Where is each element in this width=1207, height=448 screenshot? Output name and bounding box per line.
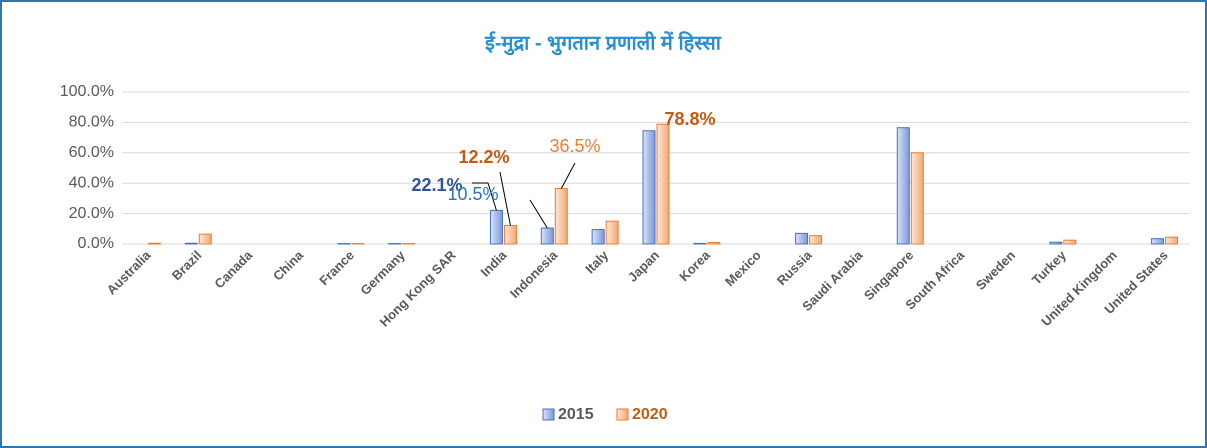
- legend-swatch: [542, 408, 555, 421]
- bar: [489, 209, 503, 245]
- leader-line: [472, 182, 497, 211]
- bar: [656, 123, 670, 245]
- bar: [910, 152, 924, 245]
- bar: [795, 232, 809, 245]
- bar: [707, 241, 721, 245]
- legend-swatch: [616, 408, 629, 421]
- data-label: 12.2%: [458, 147, 509, 167]
- y-tick-label: 40.0%: [69, 174, 114, 191]
- data-label: 36.5%: [549, 136, 600, 156]
- bar: [1151, 238, 1165, 245]
- bar: [1165, 236, 1179, 245]
- leader-line: [529, 199, 548, 229]
- leader-line: [560, 162, 576, 189]
- bar: [147, 242, 161, 245]
- y-tick-label: 100.0%: [60, 83, 114, 100]
- y-tick-label: 0.0%: [78, 235, 114, 252]
- bar: [693, 242, 707, 245]
- data-label: 10.5%: [447, 184, 498, 204]
- y-tick-label: 60.0%: [69, 144, 114, 161]
- bar: [184, 242, 198, 245]
- bar: [642, 130, 656, 245]
- bar: [809, 235, 823, 245]
- bar: [503, 224, 517, 245]
- bar: [554, 188, 568, 245]
- bar: [198, 233, 212, 245]
- data-label: 22.1%: [411, 175, 462, 195]
- chart-title: ई-मुद्रा - भुगतान प्रणाली में हिस्सा: [484, 30, 722, 55]
- bar: [1049, 241, 1063, 245]
- bar: [1063, 239, 1077, 245]
- y-tick-label: 20.0%: [69, 205, 114, 222]
- legend-label: 2015: [558, 406, 594, 423]
- legend-label: 2020: [632, 406, 668, 423]
- y-tick-label: 80.0%: [69, 114, 114, 131]
- bar: [605, 220, 619, 245]
- leader-line: [499, 171, 511, 226]
- bar: [896, 127, 910, 245]
- data-label: 78.8%: [664, 109, 715, 129]
- bar: [591, 229, 605, 245]
- bar: [540, 227, 554, 245]
